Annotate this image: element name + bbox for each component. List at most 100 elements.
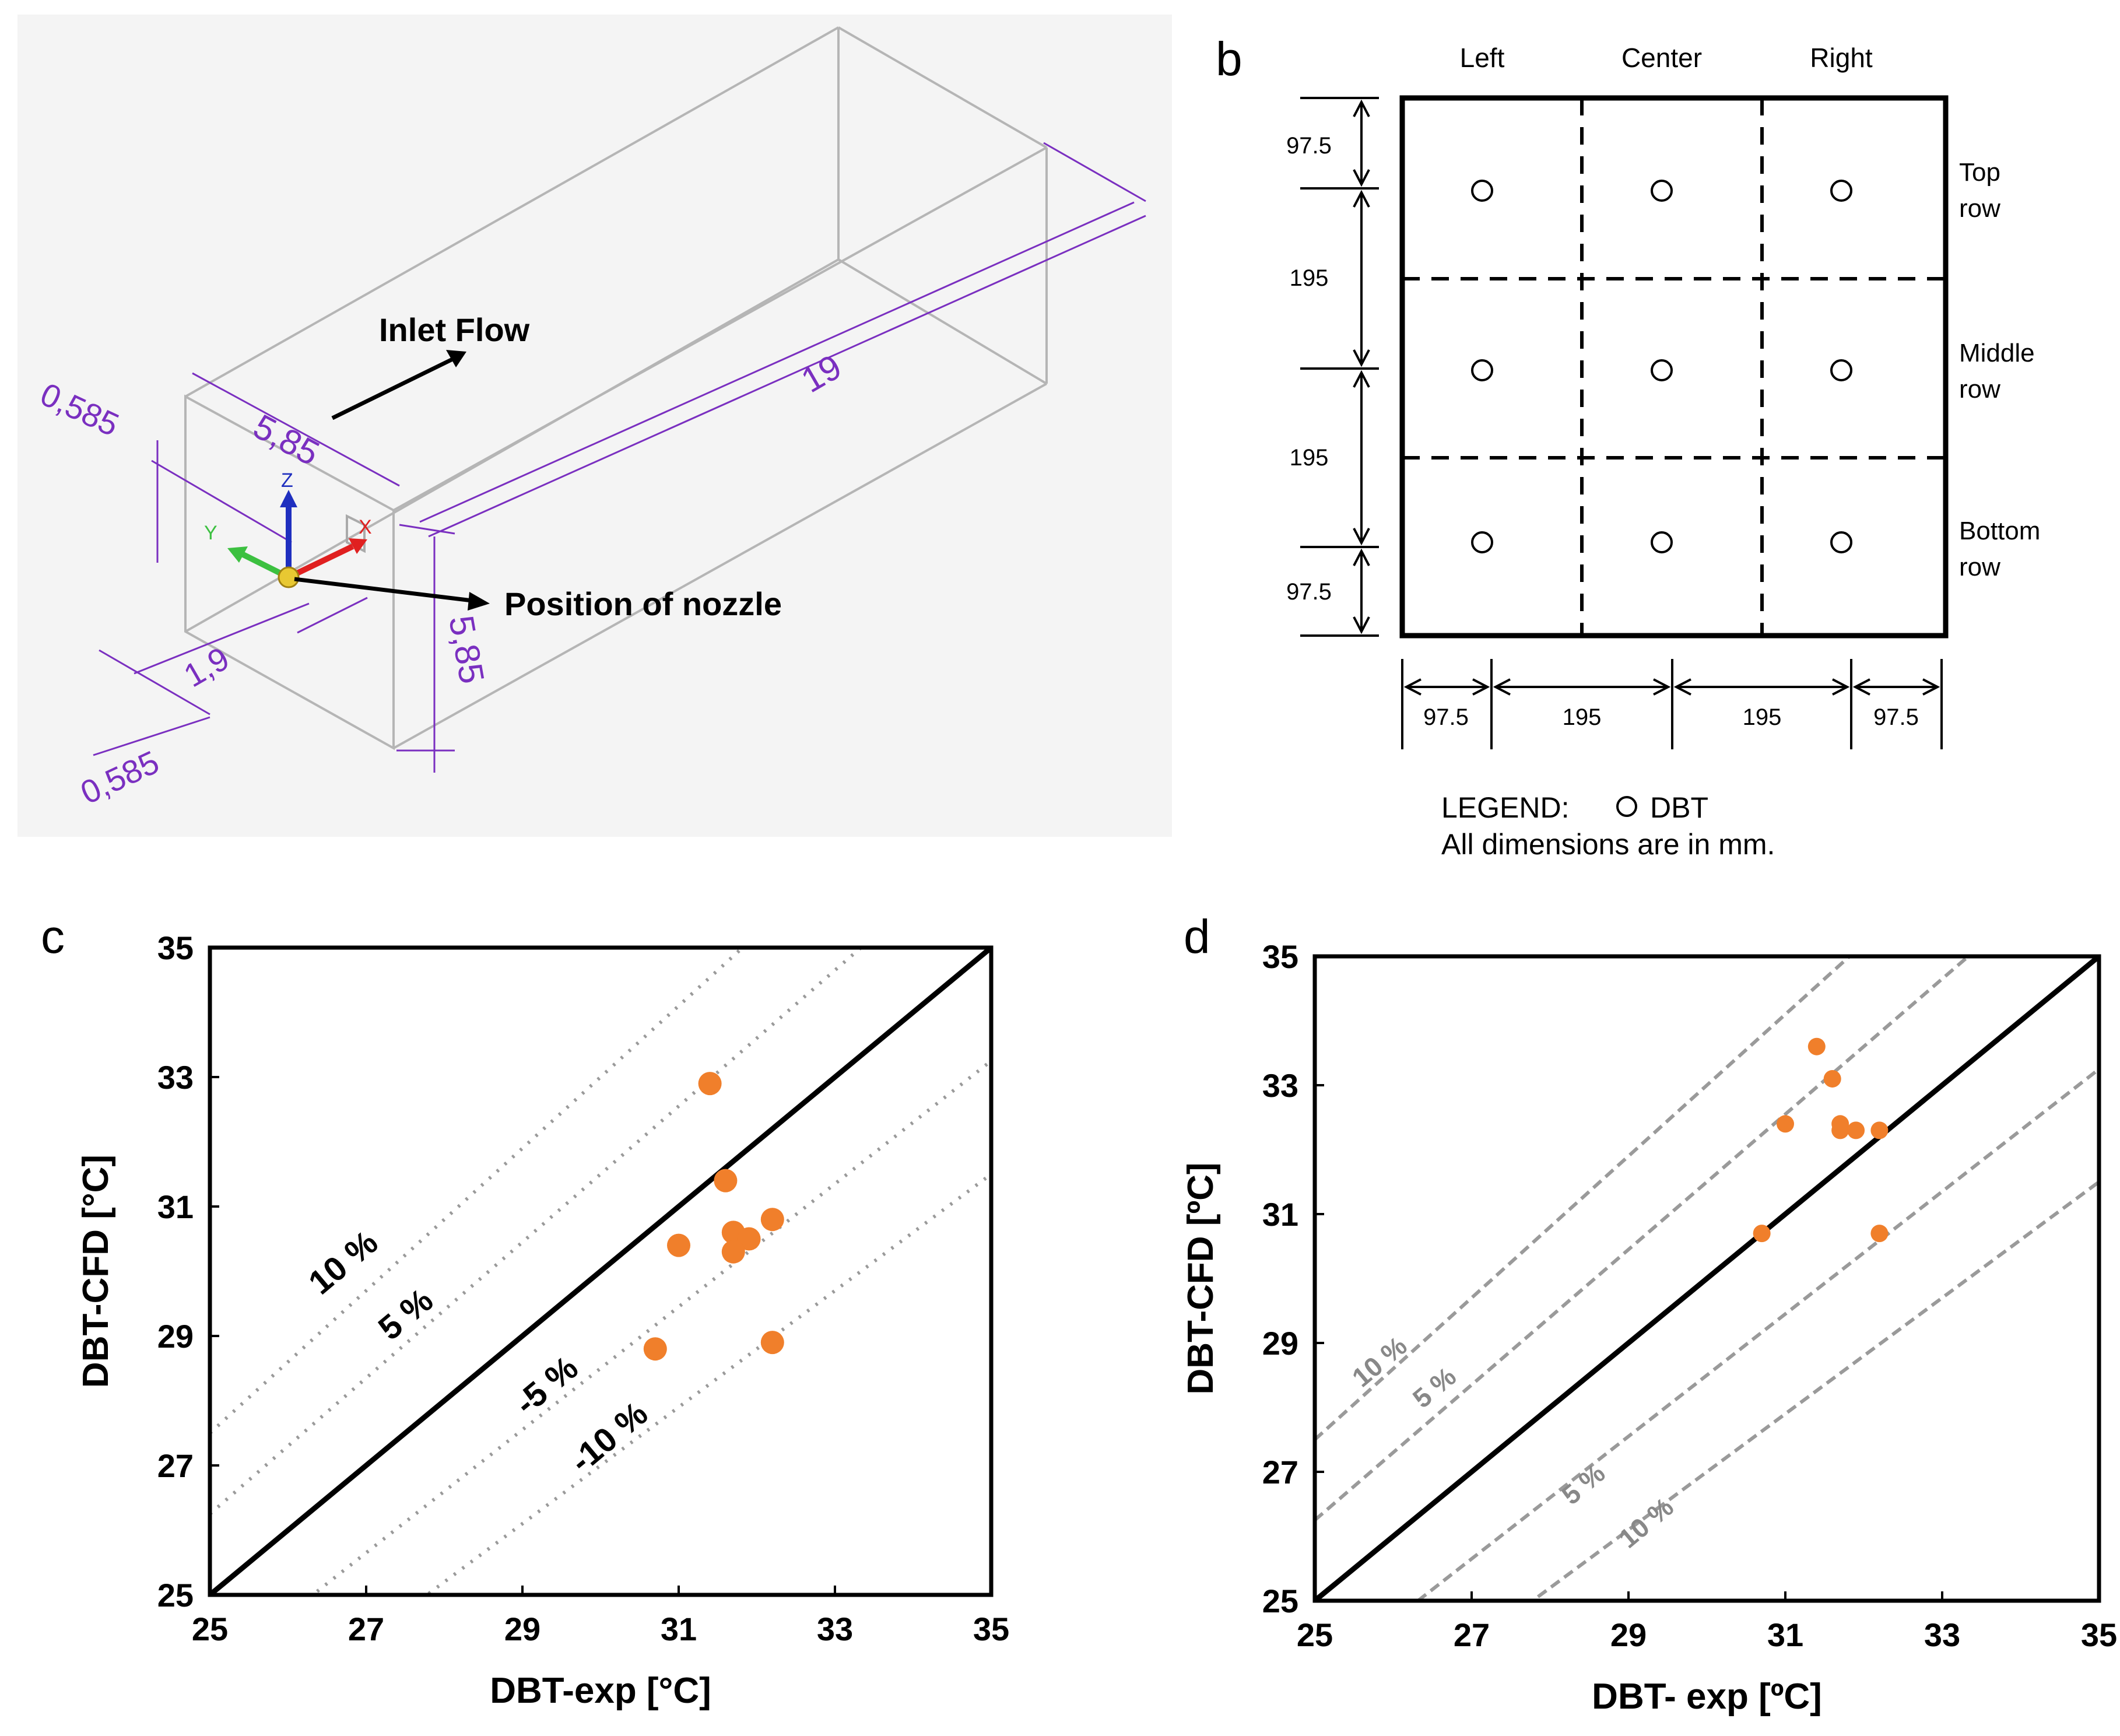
panel-label-b: b — [1216, 33, 1242, 86]
vdim-label: 195 — [1290, 445, 1329, 471]
panel-d-scatter-chart: 10 %5 %5 %10 %25 27 29 31 33 35252729313335DB… — [1181, 938, 2117, 1717]
y-axis-label: DBT-CFD [°C] — [76, 1155, 116, 1388]
x-tick-label: 33 — [817, 1611, 853, 1647]
vdim-label: 195 — [1290, 265, 1329, 291]
duct-box-edges — [184, 26, 1048, 750]
y-tick-label: 35 — [1262, 938, 1298, 975]
reference-line — [1529, 1180, 2099, 1601]
reference-line-label: 5 % — [371, 1281, 440, 1348]
y-axis-label: DBT-CFD [ºC] — [1181, 1162, 1221, 1394]
dbt-sensor-points — [1471, 180, 1852, 553]
hdim-label: 195 — [1563, 704, 1602, 730]
column-header-left: Left — [1460, 43, 1505, 73]
sensor-marker — [1471, 180, 1493, 202]
legend: LEGEND: DBT All dimensions are in mm. — [1441, 791, 1775, 861]
hdim-label: 97.5 — [1873, 704, 1919, 730]
x-tick-label: 25 — [1297, 1616, 1333, 1653]
sensor-marker — [1651, 359, 1673, 381]
vdim-label: 97.5 — [1286, 579, 1332, 605]
hdim-label: 195 — [1743, 704, 1782, 730]
y-tick-label: 29 — [157, 1318, 194, 1355]
vertical-dimension-lines — [1300, 97, 1379, 637]
nozzle-arrow — [294, 577, 490, 611]
x-tick-label: 27 — [1454, 1616, 1490, 1653]
data-point — [698, 1072, 722, 1096]
y-tick-label: 27 — [157, 1447, 194, 1484]
row-label-top: Top row — [1959, 158, 2000, 223]
sensor-marker — [1830, 180, 1852, 202]
plot-frame — [208, 945, 994, 1597]
reference-line — [310, 1059, 991, 1595]
data-point — [667, 1233, 690, 1257]
hdim-label: 97.5 — [1423, 704, 1469, 730]
sensor-marker — [1651, 180, 1673, 202]
reference-line-label: 5 % — [1407, 1361, 1462, 1414]
data-point — [760, 1331, 784, 1355]
reference-lines — [1315, 956, 2099, 1601]
x-axis-label: DBT-exp [°C] — [490, 1671, 711, 1711]
horizontal-dimension-labels: 97.5 195 195 97.5 — [1423, 704, 1919, 730]
data-point — [1870, 1121, 1889, 1139]
cross-section-outline — [1399, 95, 1949, 639]
x-tick-label: 27 — [348, 1611, 384, 1647]
reference-line-label: 10 % — [1613, 1492, 1679, 1554]
legend-title: LEGEND: — [1441, 791, 1570, 824]
x-tick-label: 25 — [192, 1611, 228, 1647]
reference-lines — [210, 948, 991, 1595]
legend-symbol-label: DBT — [1650, 791, 1708, 824]
plot-frame — [1312, 954, 2101, 1603]
row-labels: Top row Middle row Bottom row — [1959, 158, 2040, 581]
x-tick-label: 31 — [661, 1611, 697, 1647]
panel-b-sensor-grid: Left Center Right Top row Middle row Botto… — [1286, 43, 2040, 861]
x-axis-label: DBT- exp [ºC] — [1592, 1677, 1822, 1717]
reference-line — [210, 948, 746, 1435]
x-tick-label: 29 — [1610, 1616, 1647, 1653]
data-point — [643, 1337, 667, 1361]
row-label-bottom: Bottom row — [1959, 517, 2040, 581]
sensor-marker — [1471, 359, 1493, 381]
identity-line — [210, 948, 991, 1595]
x-tick-label: 29 — [504, 1611, 540, 1647]
column-headers: Left Center Right — [1460, 43, 1873, 73]
inlet-flow-arrow — [331, 350, 466, 420]
panel-c-scatter-chart: 10 %5 %-5 %-10 %25 27 29 31 33 35252729313335… — [76, 930, 1009, 1711]
sensor-marker — [1830, 359, 1852, 381]
y-tick-label: 29 — [1262, 1325, 1298, 1362]
panel-a-duct-diagram: 19 5,85 5,85 0,585 1,9 0,585 Z Y X Inlet… — [17, 15, 1172, 837]
x-tick-label: 35 — [973, 1611, 1009, 1647]
inlet-flow-label: Inlet Flow — [379, 311, 530, 348]
sensor-marker — [1471, 531, 1493, 553]
axis-triad: Z Y X — [204, 469, 372, 588]
data-point — [1823, 1069, 1841, 1088]
identity-line — [1315, 956, 2099, 1601]
horizontal-dimension-lines — [1401, 659, 1943, 749]
data-point — [1753, 1225, 1771, 1243]
data-point — [760, 1208, 784, 1232]
axis-y-label: Y — [204, 522, 217, 544]
axis-x-label: X — [359, 516, 372, 538]
y-tick-label: 27 — [1262, 1454, 1298, 1490]
grid-dashed-lines — [1402, 98, 1946, 636]
column-header-right: Right — [1810, 43, 1873, 73]
data-point — [714, 1169, 738, 1193]
data-point — [1777, 1115, 1794, 1133]
nozzle-position-label: Position of nozzle — [504, 585, 782, 622]
y-tick-label: 25 — [157, 1577, 194, 1614]
x-tick-label: 31 — [1767, 1616, 1803, 1653]
legend-symbol — [1616, 796, 1637, 817]
vertical-dimension-labels: 97.5 195 195 97.5 — [1286, 133, 1332, 605]
y-tick-label: 31 — [157, 1188, 194, 1225]
reference-line-label: 10 % — [301, 1223, 385, 1302]
vdim-label: 97.5 — [1286, 133, 1332, 159]
reference-line-label: -5 % — [507, 1349, 585, 1422]
data-point — [1870, 1225, 1889, 1243]
y-tick-label: 31 — [1262, 1196, 1298, 1233]
x-tick-label: 35 — [2081, 1616, 2117, 1653]
reference-line — [1315, 956, 1852, 1441]
data-point — [721, 1240, 745, 1264]
row-label-middle: Middle row — [1959, 339, 2035, 404]
panel-label-d: d — [1184, 910, 1210, 963]
reference-line — [1415, 1068, 2099, 1601]
legend-note: All dimensions are in mm. — [1441, 828, 1775, 861]
sensor-marker — [1651, 531, 1673, 553]
